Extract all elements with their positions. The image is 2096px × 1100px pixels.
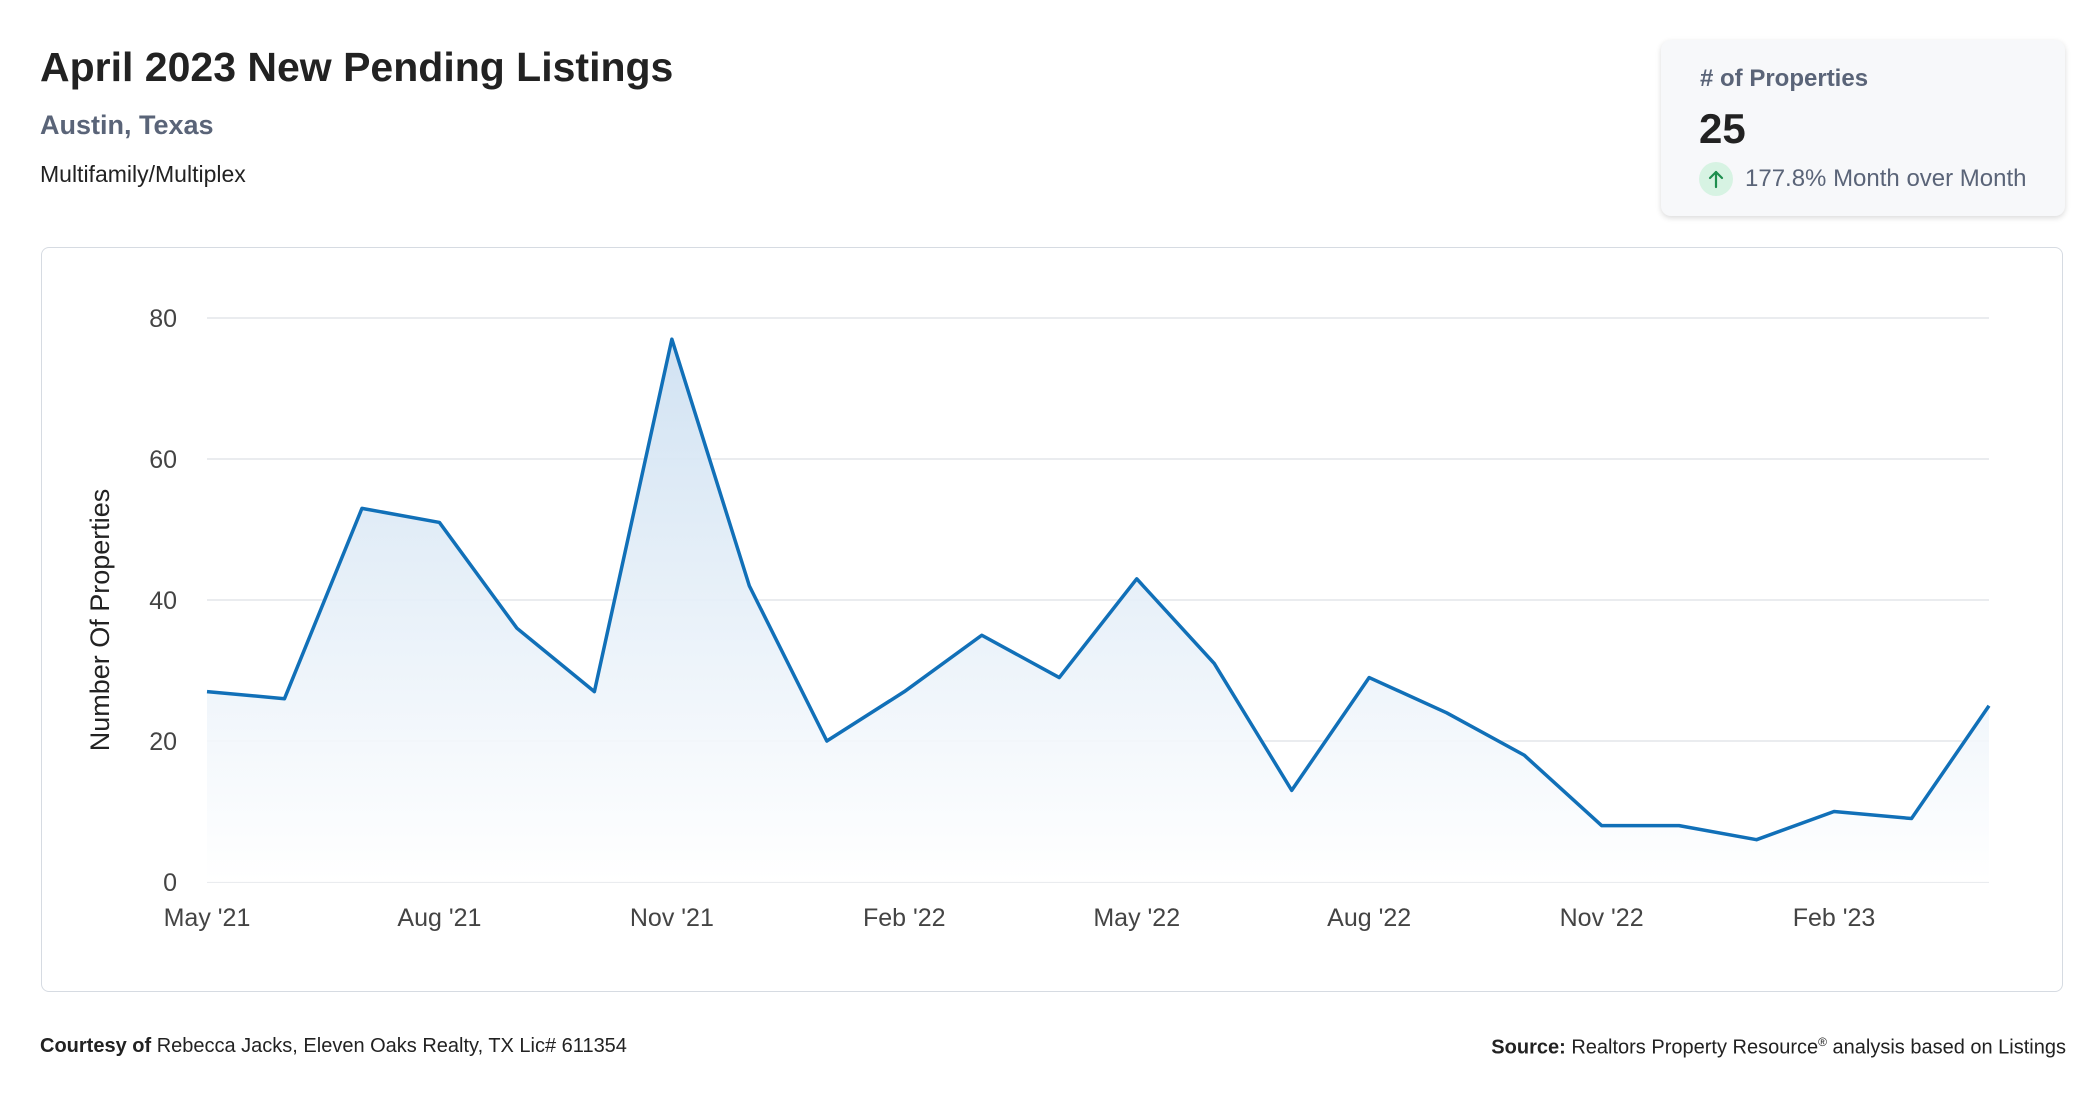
x-tick-label: Nov '21	[630, 904, 714, 932]
x-tick-label: Feb '22	[863, 904, 946, 932]
data-point	[670, 337, 674, 341]
data-point	[747, 584, 751, 588]
footer-source: Source: Realtors Property Resource® anal…	[1491, 1035, 2066, 1060]
line-chart: 0 20 40 60 80 May '21 Aug '21 Nov '21 Feb '22 Ma…	[85, 305, 1991, 932]
series-line	[206, 337, 1991, 842]
y-tick-label: 0	[163, 869, 177, 897]
kpi-label: # of Properties	[1700, 65, 1869, 92]
x-tick-label: Aug '21	[397, 904, 481, 932]
series-area	[207, 339, 1989, 882]
data-point	[360, 506, 364, 510]
data-point	[1290, 788, 1294, 792]
data-point	[825, 739, 829, 743]
data-point	[437, 520, 441, 524]
data-point	[1445, 711, 1449, 715]
location-subtitle: Austin, Texas	[40, 110, 214, 140]
data-point	[1522, 753, 1526, 757]
registered-mark: ®	[1818, 1035, 1827, 1049]
data-point	[1910, 817, 1914, 821]
data-point	[1367, 676, 1371, 680]
footer-courtesy: Courtesy of Rebecca Jacks, Eleven Oaks R…	[40, 1035, 627, 1058]
source-text-2: analysis based on Listings	[1832, 1036, 2066, 1059]
y-tick-label: 40	[149, 587, 177, 615]
data-point	[1755, 838, 1759, 842]
courtesy-label: Courtesy of	[40, 1035, 152, 1057]
x-tick-label: May '21	[164, 904, 251, 932]
source-label: Source:	[1491, 1036, 1566, 1059]
data-point	[592, 690, 596, 694]
y-tick-label: 60	[149, 446, 177, 474]
data-point	[1135, 577, 1139, 581]
y-tick-label: 20	[149, 728, 177, 756]
property-type-label: Multifamily/Multiplex	[40, 161, 246, 187]
y-axis-label: Number Of Properties	[85, 489, 115, 752]
data-point	[1212, 661, 1216, 665]
courtesy-text: Rebecca Jacks, Eleven Oaks Realty, TX Li…	[156, 1035, 627, 1057]
source-text-1: Realtors Property Resource	[1571, 1036, 1819, 1059]
data-point	[980, 633, 984, 637]
data-point	[1600, 824, 1604, 828]
data-point	[1832, 810, 1836, 814]
kpi-change-text: 177.8% Month over Month	[1745, 165, 2027, 192]
kpi-card: # of Properties 25 177.8% Month over Mon…	[1661, 40, 2065, 216]
arrow-up-icon	[1699, 162, 1733, 196]
data-point	[902, 690, 906, 694]
page-title: April 2023 New Pending Listings	[40, 44, 674, 90]
data-point	[1677, 824, 1681, 828]
chart-panel: 0 20 40 60 80 May '21 Aug '21 Nov '21 Feb '22 Ma…	[41, 247, 2063, 992]
x-tick-label: Feb '23	[1793, 904, 1876, 932]
kpi-change: 177.8% Month over Month	[1699, 162, 2027, 196]
x-tick-label: May '22	[1093, 904, 1180, 932]
x-tick-label: Aug '22	[1327, 904, 1411, 932]
x-tick-label: Nov '22	[1560, 904, 1644, 932]
kpi-value: 25	[1699, 105, 1746, 152]
data-point	[515, 626, 519, 630]
y-tick-label: 80	[149, 305, 177, 333]
data-point	[1057, 676, 1061, 680]
data-point	[205, 690, 209, 694]
data-point	[282, 697, 286, 701]
data-point	[1987, 704, 1991, 708]
